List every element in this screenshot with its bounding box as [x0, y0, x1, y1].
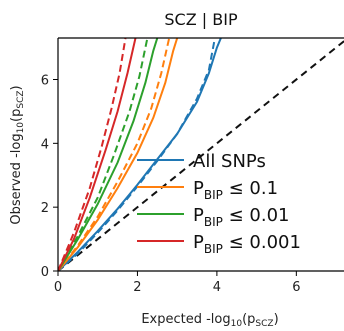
x-tick-label: 4 — [213, 280, 221, 295]
plot-area — [58, 38, 344, 271]
series-3-dashed-line — [58, 38, 127, 271]
legend-label-1: PBIP ≤ 0.1 — [193, 178, 278, 202]
chart-title: SCZ | BIP — [164, 10, 238, 29]
legend-label-0: All SNPs — [193, 151, 266, 172]
y-tick-label: 4 — [41, 137, 49, 152]
series-2-solid-line — [58, 38, 159, 271]
series-3-solid-line — [58, 38, 137, 271]
x-tick-label: 2 — [133, 280, 141, 295]
y-tick-label: 2 — [41, 201, 49, 216]
legend-label-3: PBIP ≤ 0.001 — [193, 232, 301, 256]
y-tick-label: 6 — [41, 73, 49, 88]
legend: All SNPs PBIP ≤ 0.1 PBIP ≤ 0.01 PBIP ≤ 0.00… — [137, 151, 301, 256]
series-1-dashed-line — [58, 38, 171, 271]
y-axis-label: Observed -log10(pSCZ) — [9, 85, 26, 224]
y-tick-label: 0 — [41, 265, 49, 280]
x-tick-label: 6 — [292, 280, 300, 295]
series-1-solid-line — [58, 38, 179, 271]
series-2-dashed-line — [58, 38, 149, 271]
x-axis-label: Expected -log10(pSCZ) — [141, 312, 278, 329]
reference-diagonal-line — [58, 39, 344, 271]
legend-label-2: PBIP ≤ 0.01 — [193, 205, 289, 229]
x-tick-label: 0 — [54, 280, 62, 295]
